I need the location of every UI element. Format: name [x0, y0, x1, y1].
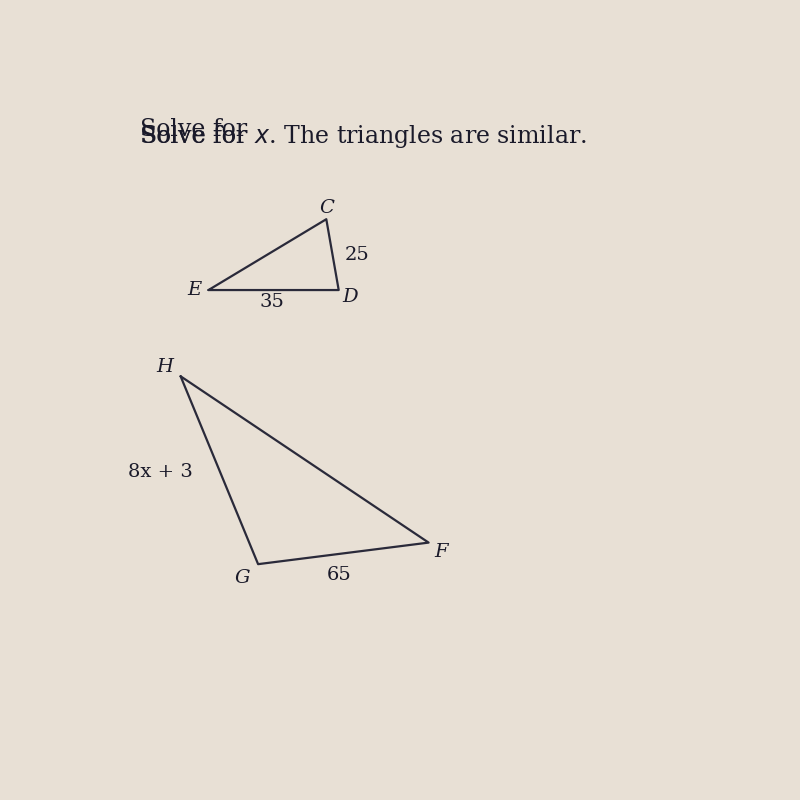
- Text: G: G: [234, 569, 250, 586]
- Text: 25: 25: [345, 246, 370, 264]
- Text: C: C: [319, 199, 334, 217]
- Text: 35: 35: [260, 294, 285, 311]
- Text: D: D: [342, 289, 358, 306]
- Text: E: E: [188, 281, 202, 299]
- Text: 65: 65: [326, 566, 351, 584]
- Text: Solve for: Solve for: [140, 118, 255, 141]
- Text: Solve for $\it{x}$. The triangles are similar.: Solve for $\it{x}$. The triangles are si…: [140, 122, 587, 150]
- Text: H: H: [157, 358, 174, 376]
- Text: 8x + 3: 8x + 3: [128, 462, 193, 481]
- Text: F: F: [434, 543, 448, 561]
- Text: Solve for: Solve for: [140, 125, 255, 147]
